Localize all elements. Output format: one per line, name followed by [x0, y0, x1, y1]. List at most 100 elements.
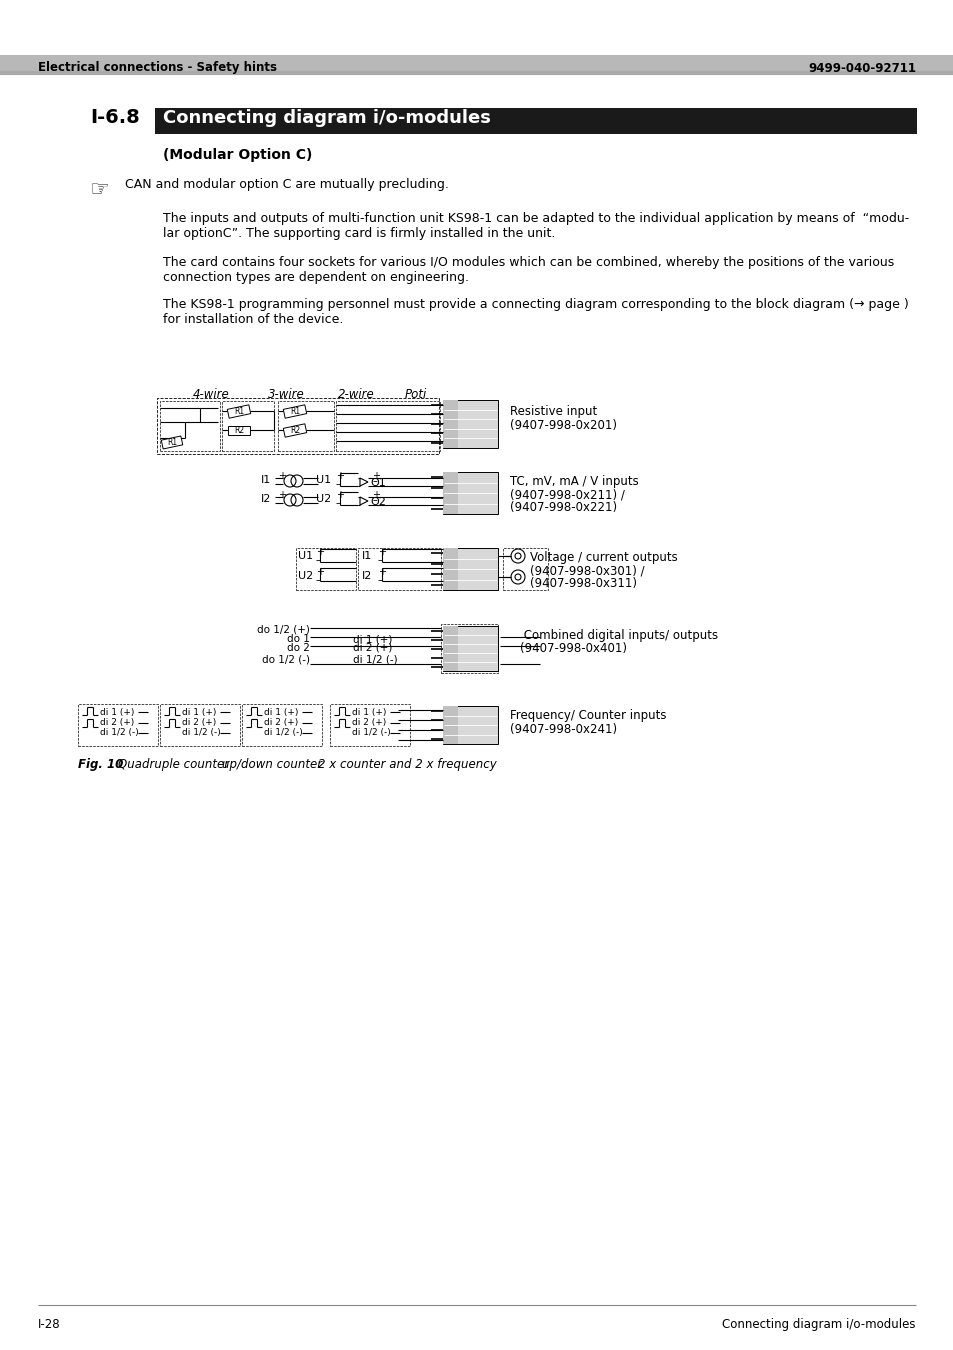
Text: R1: R1	[233, 406, 244, 416]
Text: 9499-040-92711: 9499-040-92711	[807, 62, 915, 74]
Bar	[295, 548, 355, 590]
Text: 3-wire: 3-wire	[268, 387, 304, 401]
Text: U2: U2	[297, 571, 313, 580]
Text: Electrical connections - Safety hints: Electrical connections - Safety hints	[38, 62, 276, 74]
Bar	[442, 706, 457, 744]
Text: +: +	[335, 471, 344, 481]
Text: Quadruple counter: Quadruple counter	[118, 757, 229, 771]
Bar	[442, 472, 497, 514]
Text: Poti: Poti	[405, 387, 427, 401]
Bar	[440, 624, 497, 674]
Polygon shape	[161, 436, 183, 450]
Text: I-28: I-28	[38, 1318, 61, 1331]
Bar	[357, 548, 440, 590]
Text: R2: R2	[290, 427, 300, 435]
Text: R1: R1	[290, 406, 300, 416]
Text: di 1 (+): di 1 (+)	[182, 707, 216, 717]
Text: Resistive input: Resistive input	[510, 405, 597, 418]
Text: +: +	[277, 471, 286, 481]
Text: Combined digital inputs/ outputs: Combined digital inputs/ outputs	[519, 629, 718, 643]
Text: 4-wire: 4-wire	[193, 387, 230, 401]
Text: (9407-998-0x201): (9407-998-0x201)	[510, 418, 617, 432]
Text: di 1 (+): di 1 (+)	[100, 707, 134, 717]
Text: di 1 (+): di 1 (+)	[264, 707, 298, 717]
Bar	[277, 401, 334, 451]
Bar	[160, 401, 220, 451]
Text: –: –	[377, 575, 382, 585]
Bar	[228, 427, 250, 435]
Text: di 2 (+): di 2 (+)	[100, 718, 134, 728]
Text: (9407-998-0x211) /: (9407-998-0x211) /	[510, 487, 624, 501]
Polygon shape	[283, 424, 306, 437]
Text: (9407-998-0x221): (9407-998-0x221)	[510, 501, 617, 514]
Text: (9407-998-0x401): (9407-998-0x401)	[519, 643, 626, 655]
Bar	[442, 400, 457, 447]
Text: +: +	[315, 567, 324, 576]
Text: +: +	[377, 567, 386, 576]
Bar	[330, 703, 410, 747]
Text: do 1: do 1	[287, 634, 310, 644]
Bar	[160, 703, 240, 747]
Bar	[442, 706, 497, 744]
Text: R1: R1	[167, 437, 177, 447]
Bar	[442, 626, 457, 671]
Text: +: +	[335, 490, 344, 500]
Text: (Modular Option C): (Modular Option C)	[163, 148, 312, 162]
Text: I1: I1	[361, 551, 372, 562]
Text: TC, mV, mA / V inputs: TC, mV, mA / V inputs	[510, 475, 639, 487]
Text: Connecting diagram i/o-modules: Connecting diagram i/o-modules	[163, 109, 491, 127]
Text: –: –	[277, 498, 283, 508]
Text: Θ2: Θ2	[370, 497, 385, 508]
Text: The card contains four sockets for various I/O modules which can be combined, wh: The card contains four sockets for vario…	[163, 256, 893, 284]
Text: up/down counter: up/down counter	[222, 757, 322, 771]
Text: Θ1: Θ1	[370, 478, 385, 487]
Text: di 1 (+): di 1 (+)	[352, 707, 386, 717]
Bar	[502, 548, 547, 590]
Text: –: –	[335, 498, 340, 508]
Text: –: –	[335, 479, 340, 489]
Text: di 1/2 (-): di 1/2 (-)	[353, 655, 397, 666]
Text: U1: U1	[297, 551, 313, 562]
Text: +: +	[372, 471, 379, 481]
Text: –: –	[315, 575, 320, 585]
Bar	[442, 400, 497, 447]
Text: (9407-998-0x301) /: (9407-998-0x301) /	[530, 564, 644, 576]
Text: –: –	[315, 555, 320, 566]
Text: 2-wire: 2-wire	[337, 387, 375, 401]
Text: CAN and modular option C are mutually precluding.: CAN and modular option C are mutually pr…	[125, 178, 449, 190]
Text: The inputs and outputs of multi-function unit KS98-1 can be adapted to the indiv: The inputs and outputs of multi-function…	[163, 212, 908, 240]
Text: I2: I2	[361, 571, 372, 580]
Polygon shape	[227, 405, 251, 418]
Bar	[222, 401, 274, 451]
Text: U1: U1	[315, 475, 331, 485]
Text: +: +	[315, 547, 324, 558]
Text: do 1/2 (+): do 1/2 (+)	[257, 624, 310, 634]
Text: di 2 (+): di 2 (+)	[353, 643, 392, 653]
Text: di 1/2 (-): di 1/2 (-)	[352, 728, 391, 737]
Text: di 2 (+): di 2 (+)	[352, 718, 386, 728]
Text: ☞: ☞	[89, 180, 109, 200]
Text: Voltage / current outputs: Voltage / current outputs	[530, 551, 677, 564]
Text: (9407-998-0x241): (9407-998-0x241)	[510, 724, 617, 736]
Bar	[82, 177, 116, 202]
Bar	[0, 55, 953, 73]
Text: +: +	[372, 490, 379, 500]
Text: +: +	[277, 490, 286, 500]
Bar	[78, 703, 158, 747]
Text: di 2 (+): di 2 (+)	[182, 718, 216, 728]
Text: Connecting diagram i/o-modules: Connecting diagram i/o-modules	[721, 1318, 915, 1331]
Bar	[335, 401, 439, 451]
Bar	[157, 398, 438, 454]
Bar	[442, 626, 497, 671]
Text: +: +	[377, 547, 386, 558]
Bar	[154, 108, 916, 134]
Text: di 1/2 (-): di 1/2 (-)	[264, 728, 302, 737]
Text: di 1/2 (-): di 1/2 (-)	[182, 728, 220, 737]
Text: do 1/2 (-): do 1/2 (-)	[262, 655, 310, 666]
Bar	[442, 472, 457, 514]
Polygon shape	[283, 405, 306, 418]
Text: di 1 (+): di 1 (+)	[353, 634, 392, 644]
Text: Fig. 10: Fig. 10	[78, 757, 123, 771]
Bar	[442, 548, 497, 590]
Text: U2: U2	[315, 494, 331, 504]
